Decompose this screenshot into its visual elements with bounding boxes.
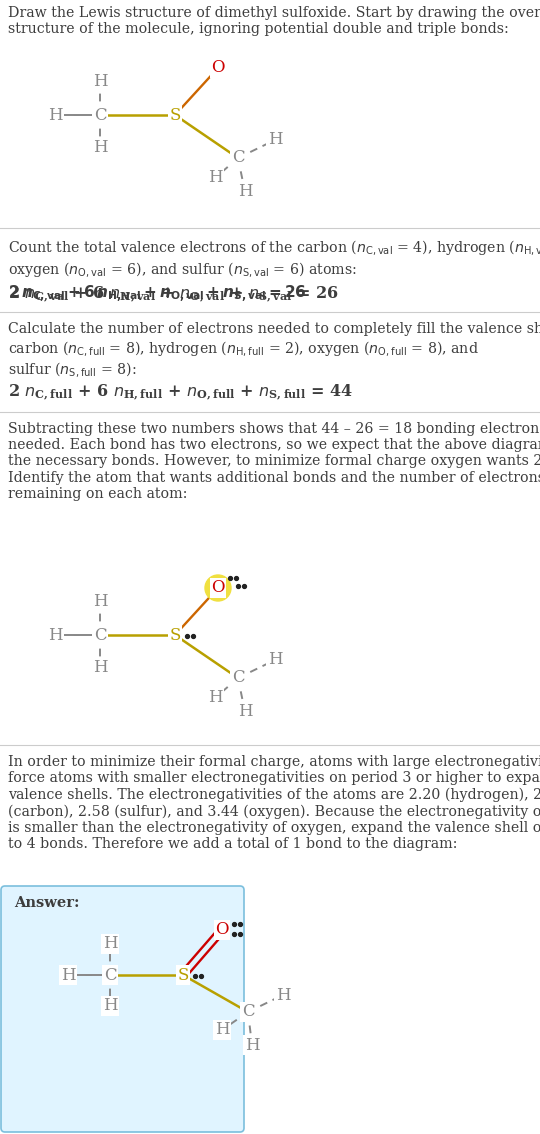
Text: O: O bbox=[211, 59, 225, 76]
Text: H: H bbox=[93, 660, 107, 677]
Text: H: H bbox=[238, 184, 252, 201]
Text: H: H bbox=[103, 936, 117, 953]
Text: Answer:: Answer: bbox=[14, 896, 79, 909]
Text: 2 $n_\mathregular{C,full}$ + 6 $n_\mathregular{H,full}$ + $n_\mathregular{O,full: 2 $n_\mathregular{C,full}$ + 6 $n_\mathr… bbox=[8, 382, 353, 401]
Text: C: C bbox=[242, 1004, 254, 1021]
Text: O: O bbox=[211, 579, 225, 596]
Text: H: H bbox=[268, 132, 282, 149]
Text: Count the total valence electrons of the carbon ($n_\mathrm{C,val}$ = 4), hydrog: Count the total valence electrons of the… bbox=[8, 238, 540, 279]
Text: In order to minimize their formal charge, atoms with large electronegativities c: In order to minimize their formal charge… bbox=[8, 755, 540, 850]
Text: O: O bbox=[215, 922, 229, 939]
Text: H: H bbox=[60, 966, 75, 983]
Text: H: H bbox=[93, 74, 107, 91]
Text: –: – bbox=[69, 108, 85, 122]
Text: C: C bbox=[93, 626, 106, 643]
Text: H: H bbox=[48, 107, 62, 124]
Text: S: S bbox=[170, 626, 181, 643]
Text: $\mathbf{2\,}$$\boldsymbol{n}$$\mathbf{_{C,val} + 6\,}$$\boldsymbol{n}$$\mathbf{: $\mathbf{2\,}$$\boldsymbol{n}$$\mathbf{_… bbox=[8, 284, 307, 305]
Text: Subtracting these two numbers shows that 44 – 26 = 18 bonding electrons are
need: Subtracting these two numbers shows that… bbox=[8, 422, 540, 501]
Text: H: H bbox=[93, 139, 107, 156]
Text: C: C bbox=[93, 107, 106, 124]
Text: H: H bbox=[238, 703, 252, 720]
Text: H: H bbox=[215, 1022, 230, 1039]
Text: H: H bbox=[276, 987, 291, 1004]
Text: –: – bbox=[69, 628, 85, 642]
Text: C: C bbox=[232, 669, 244, 686]
Text: H: H bbox=[48, 626, 62, 643]
Text: Calculate the number of electrons needed to completely fill the valence shells f: Calculate the number of electrons needed… bbox=[8, 322, 540, 380]
Text: Draw the Lewis structure of dimethyl sulfoxide. Start by drawing the overall
str: Draw the Lewis structure of dimethyl sul… bbox=[8, 6, 540, 36]
Text: H: H bbox=[268, 652, 282, 669]
Text: S: S bbox=[170, 107, 181, 124]
Text: H: H bbox=[93, 593, 107, 610]
Text: C: C bbox=[232, 150, 244, 167]
Text: 2 $n_\mathregular{C,val}$ + 6 $n_\mathregular{H,val}$ + $n_\mathregular{O,val}$ : 2 $n_\mathregular{C,val}$ + 6 $n_\mathre… bbox=[8, 284, 339, 304]
Text: S: S bbox=[177, 966, 188, 983]
Text: H: H bbox=[208, 689, 222, 706]
Text: –: – bbox=[81, 968, 97, 982]
FancyBboxPatch shape bbox=[1, 886, 244, 1132]
Circle shape bbox=[205, 575, 231, 601]
Text: H: H bbox=[103, 998, 117, 1015]
Text: H: H bbox=[245, 1036, 259, 1053]
Text: C: C bbox=[104, 966, 116, 983]
Text: H: H bbox=[208, 169, 222, 186]
